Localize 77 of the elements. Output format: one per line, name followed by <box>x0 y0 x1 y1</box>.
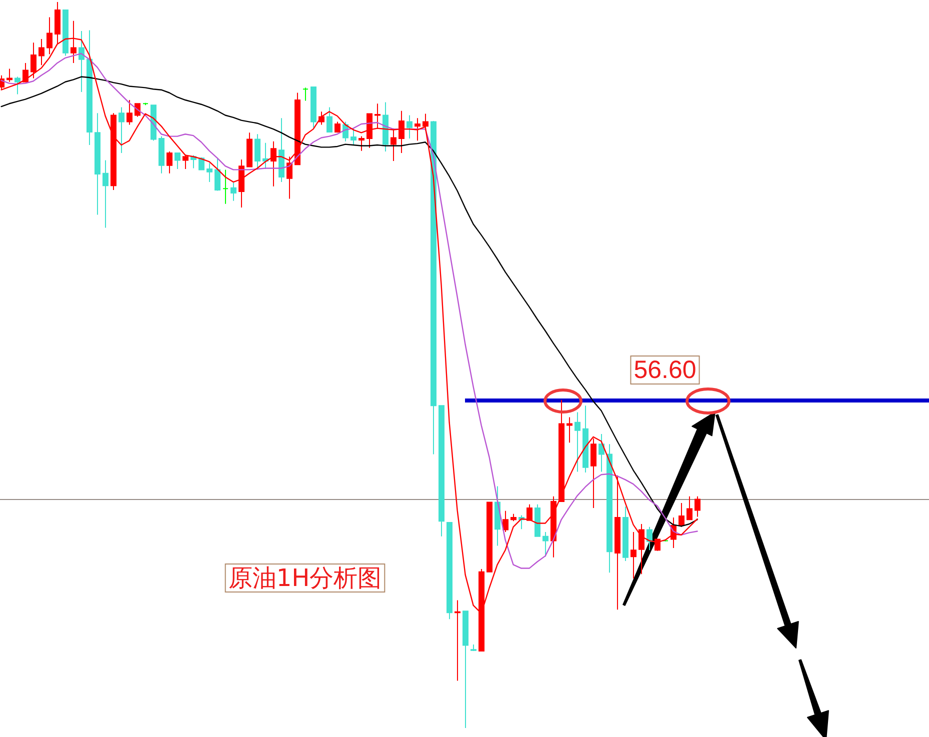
candlestick <box>678 502 684 528</box>
candlestick <box>638 523 644 575</box>
candlestick <box>14 76 20 95</box>
candlestick <box>22 62 28 82</box>
candlestick <box>262 142 268 170</box>
candlestick <box>462 610 468 728</box>
candlestick <box>526 504 532 521</box>
candlestick <box>374 103 380 129</box>
candlestick <box>214 158 220 192</box>
candlestick <box>174 152 180 170</box>
candlestick <box>534 504 540 537</box>
candlestick <box>630 531 636 579</box>
candlestick <box>294 92 300 166</box>
candlestick <box>182 154 188 170</box>
candlestick <box>118 106 124 154</box>
candlestick <box>542 531 548 558</box>
candlestick <box>414 118 420 142</box>
candlestick <box>646 526 652 551</box>
candlestick <box>350 128 356 146</box>
candlestick <box>654 538 660 552</box>
candlestick <box>398 110 404 154</box>
candlestick <box>510 513 516 522</box>
candlestick <box>406 114 412 139</box>
candlestick <box>598 433 604 472</box>
candlestick <box>550 496 556 558</box>
candlestick <box>310 86 316 128</box>
candlestick <box>270 140 276 187</box>
candlestick <box>390 128 396 162</box>
candlestick <box>590 438 596 509</box>
candlestick <box>454 600 460 682</box>
candlestick <box>446 522 452 620</box>
candlestick <box>78 30 84 93</box>
candlestick <box>166 151 172 174</box>
candlestick <box>206 162 212 183</box>
candlestick <box>110 112 116 191</box>
candlestick <box>94 112 100 216</box>
annotation: 原油1H分析图 <box>228 564 382 592</box>
candlestick <box>102 160 108 228</box>
candlestick <box>254 134 260 170</box>
candlestick <box>558 399 564 502</box>
candlestick <box>326 106 332 132</box>
candlestick <box>358 136 364 152</box>
candlestick <box>150 104 156 142</box>
candlestick <box>222 169 228 204</box>
candlestick <box>278 118 284 183</box>
candlestick <box>494 486 500 546</box>
candlestick <box>614 474 620 610</box>
candlestick <box>582 405 588 473</box>
candlestick <box>438 405 444 537</box>
candlestick <box>286 156 292 200</box>
candlestick <box>694 496 700 518</box>
candlestick <box>382 102 388 152</box>
candlestick <box>30 42 36 79</box>
candlestick <box>62 9 68 56</box>
candlestick <box>574 412 580 472</box>
candlestick <box>230 182 236 202</box>
candlestick <box>622 506 628 562</box>
candlestick <box>6 68 12 82</box>
candlestick <box>366 113 372 148</box>
candlestick <box>430 120 436 455</box>
candlestick <box>662 539 668 542</box>
candlestick <box>502 510 508 532</box>
candlestick <box>158 136 164 174</box>
candlestick <box>126 100 132 126</box>
candlestick <box>486 502 492 572</box>
annotation: 56.60 <box>634 356 696 384</box>
candlestick <box>142 102 148 106</box>
candlestick <box>86 30 92 146</box>
candlestick <box>238 159 244 208</box>
candlestick <box>334 121 340 134</box>
candlestick <box>606 444 612 574</box>
candlestick <box>470 644 476 652</box>
candlestick <box>566 416 572 444</box>
candlestick <box>318 111 324 126</box>
candlestick <box>302 87 308 102</box>
candlestick <box>246 132 252 168</box>
candlestick <box>686 496 692 520</box>
